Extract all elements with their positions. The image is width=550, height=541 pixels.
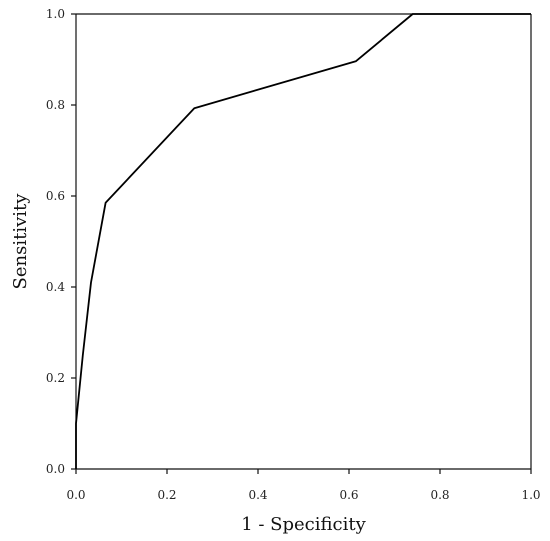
y-tick-label: 0.2: [46, 371, 65, 385]
y-tick-label: 0.4: [46, 280, 65, 294]
x-tick-label: 0.2: [157, 488, 176, 502]
x-tick-label: 0.8: [430, 488, 449, 502]
y-tick-label: 0.8: [46, 98, 65, 112]
axes: [75, 13, 532, 470]
series: [75, 13, 531, 469]
ticks: 0.0 0.2 0.4 0.6 0.8 1.0 0.0 0.2 0.4 0.6 0.8 1.0: [46, 7, 541, 502]
x-tick-label: 1.0: [521, 488, 540, 502]
y-tick-label: 1.0: [46, 7, 65, 21]
x-axis-title: 1 - Specificity: [241, 514, 366, 535]
y-tick-label: 0.0: [46, 462, 65, 476]
x-tick-label: 0.4: [248, 488, 267, 502]
roc-curve-line: [75, 13, 531, 469]
y-tick-label: 0.6: [46, 189, 65, 203]
x-tick-label: 0.0: [66, 488, 85, 502]
x-tick-label: 0.6: [339, 488, 358, 502]
y-axis-title: Sensitivity: [10, 193, 31, 290]
